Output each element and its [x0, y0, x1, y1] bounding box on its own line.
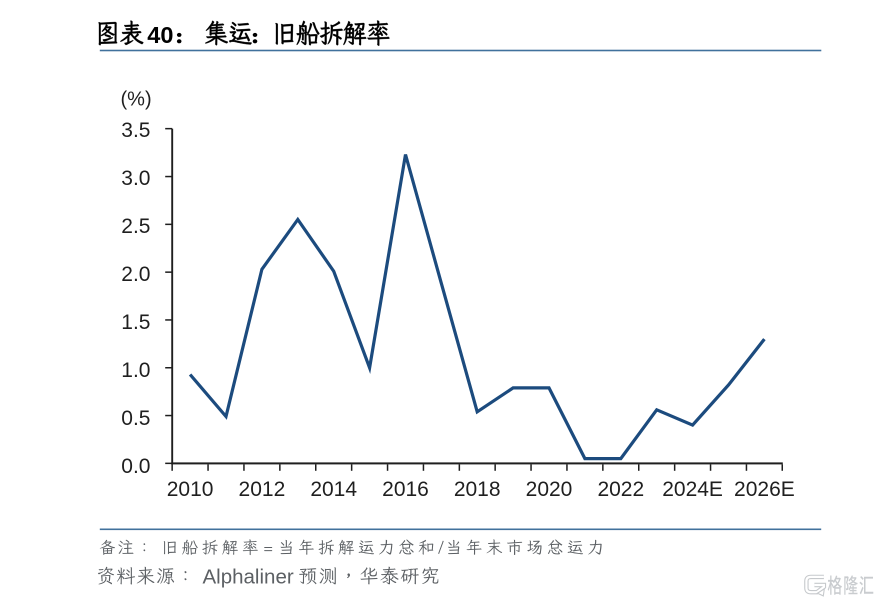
svg-text:(%): (%)	[121, 89, 152, 111]
svg-text:1.0: 1.0	[121, 359, 150, 382]
svg-text:2022: 2022	[597, 478, 644, 501]
svg-text:2012: 2012	[239, 478, 286, 501]
svg-text:40: 40	[147, 22, 173, 48]
svg-text:2.0: 2.0	[121, 263, 150, 286]
svg-text:1.5: 1.5	[121, 311, 150, 334]
svg-text:2016: 2016	[382, 478, 429, 501]
svg-text:0.0: 0.0	[121, 455, 150, 478]
svg-text:3.5: 3.5	[121, 119, 150, 142]
svg-text:2024E: 2024E	[662, 478, 723, 501]
svg-text:2026E: 2026E	[734, 478, 795, 501]
svg-text:Alphaliner: Alphaliner	[203, 566, 294, 589]
svg-text:2010: 2010	[167, 478, 214, 501]
svg-text:2020: 2020	[526, 478, 573, 501]
svg-text:2.5: 2.5	[121, 215, 150, 238]
svg-text:2018: 2018	[454, 478, 501, 501]
svg-text:3.0: 3.0	[121, 167, 150, 190]
svg-text:2014: 2014	[310, 478, 357, 501]
svg-text:0.5: 0.5	[121, 407, 150, 430]
